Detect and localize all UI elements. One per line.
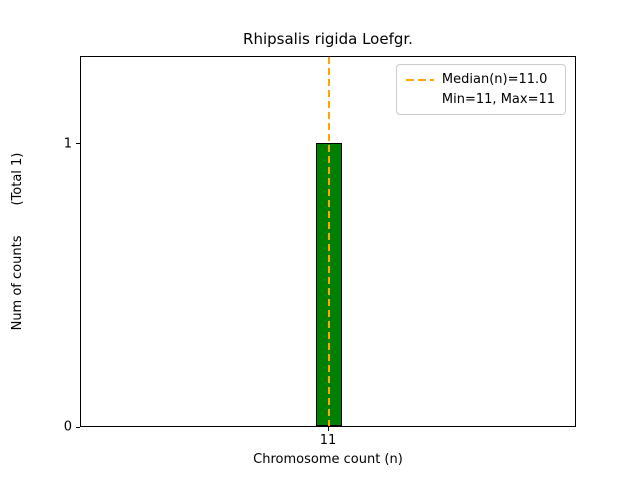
y-axis-label-text: Num of counts	[10, 235, 25, 331]
legend-label-minmax: Min=11, Max=11	[441, 92, 555, 107]
legend-entry-minmax: Min=11, Max=11	[406, 92, 555, 107]
y-axis-label: Num of counts (Total 1)	[9, 56, 26, 427]
chart-title: Rhipsalis rigida Loefgr.	[243, 30, 413, 48]
y-tick-mark-0	[76, 426, 80, 428]
plot-area: Median(n)=11.0 Min=11, Max=11	[80, 56, 576, 427]
legend-label-median: Median(n)=11.0	[441, 72, 548, 87]
median-line	[328, 57, 330, 426]
x-axis-label: Chromosome count (n)	[253, 452, 403, 467]
y-tick-mark-1	[76, 143, 80, 145]
dashed-line-marker	[405, 78, 434, 81]
y-tick-label-1: 1	[63, 136, 72, 152]
y-axis-total-note: (Total 1)	[10, 152, 25, 206]
legend-entry-median: Median(n)=11.0	[405, 72, 555, 87]
y-tick-label-0: 0	[63, 419, 72, 435]
legend: Median(n)=11.0 Min=11, Max=11	[395, 64, 566, 115]
legend-marker-spacer	[406, 99, 434, 101]
x-tick-mark-11	[327, 427, 329, 431]
x-tick-label-11: 11	[319, 433, 337, 448]
